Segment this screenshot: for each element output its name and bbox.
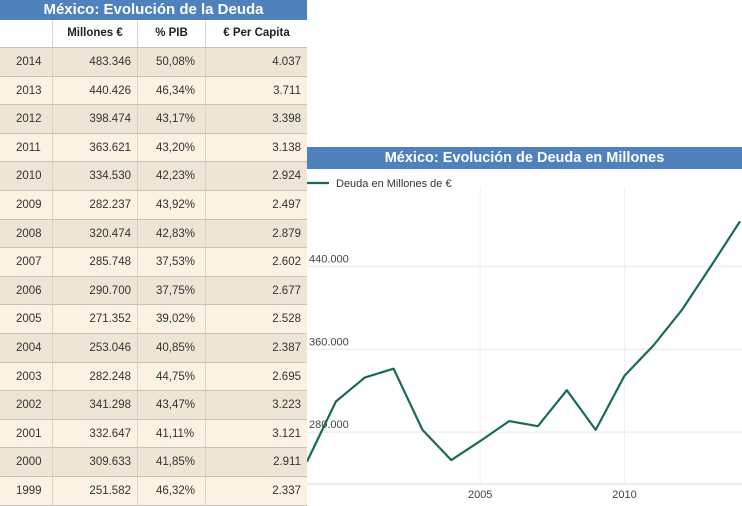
cell-millones: 483.346 [52, 48, 137, 76]
cell-year: 2001 [16, 427, 42, 440]
table-row: 2007 285.748 37,53% 2.602 [0, 248, 307, 277]
cell-per-capita: 3.138 [205, 133, 307, 162]
table-row: 2009 282.237 43,92% 2.497 [0, 190, 307, 220]
cell-millones: 251.582 [52, 476, 137, 505]
cell-per-capita: 2.337 [205, 476, 307, 505]
table-body: 2014 483.346 50,08% 4.037 2013 440.426 46,34% 3… [0, 48, 307, 506]
table-row: 2004 253.046 40,85% 2.387 [0, 333, 307, 363]
cell-millones: 253.046 [52, 333, 137, 362]
cell-millones: 332.647 [52, 419, 137, 448]
chart-title: México: Evolución de Deuda en Millones [307, 147, 742, 169]
chart-plot: 280.000 360.000 440.000 2005 2010 Deuda en Mi… [307, 178, 742, 501]
cell-millones: 271.352 [52, 305, 137, 333]
cell-per-capita: 4.037 [205, 48, 307, 76]
y-tick-label: 440.000 [309, 253, 349, 265]
cell-millones: 363.621 [52, 133, 137, 162]
cell-per-capita: 3.121 [205, 419, 307, 448]
table-row: 2008 320.474 42,83% 2.879 [0, 219, 307, 249]
cell-pib: 37,53% [137, 248, 205, 276]
cell-year: 2011 [16, 141, 41, 154]
cell-year: 2000 [16, 456, 42, 469]
cell-year: 2002 [16, 399, 42, 412]
cell-per-capita: 3.223 [205, 391, 307, 419]
table-row: 2011 363.621 43,20% 3.138 [0, 133, 307, 163]
cell-year: 2004 [16, 341, 42, 354]
cell-millones: 285.748 [52, 248, 137, 276]
cell-millones: 309.633 [52, 448, 137, 476]
cell-per-capita: 2.602 [205, 248, 307, 276]
cell-pib: 50,08% [137, 48, 205, 76]
cell-year: 1999 [16, 484, 42, 497]
table-title: México: Evolución de la Deuda [0, 0, 307, 20]
header-pib: % PIB [137, 20, 205, 47]
cell-pib: 39,02% [137, 305, 205, 333]
cell-per-capita: 2.528 [205, 305, 307, 333]
cell-pib: 42,83% [137, 219, 205, 248]
header-year [0, 20, 52, 47]
cell-pib: 43,20% [137, 133, 205, 162]
table-row: 2003 282.248 44,75% 2.695 [0, 362, 307, 392]
header-millones: Millones € [52, 20, 137, 47]
cell-pib: 44,75% [137, 362, 205, 391]
debt-table: México: Evolución de la Deuda Millones €… [0, 0, 307, 506]
table-row: 1999 251.582 46,32% 2.337 [0, 476, 307, 506]
cell-year: 2013 [16, 84, 42, 97]
cell-year: 2010 [16, 170, 42, 183]
cell-pib: 42,23% [137, 162, 205, 190]
cell-millones: 282.248 [52, 362, 137, 391]
cell-pib: 46,34% [137, 76, 205, 105]
cell-pib: 43,17% [137, 105, 205, 133]
cell-millones: 334.530 [52, 162, 137, 190]
table-row: 2013 440.426 46,34% 3.711 [0, 76, 307, 106]
cell-per-capita: 2.695 [205, 362, 307, 391]
cell-per-capita: 2.387 [205, 333, 307, 362]
cell-year: 2006 [16, 284, 42, 297]
cell-millones: 282.237 [52, 190, 137, 219]
cell-millones: 320.474 [52, 219, 137, 248]
cell-per-capita: 3.398 [205, 105, 307, 133]
cell-pib: 41,11% [137, 419, 205, 448]
debt-chart: México: Evolución de Deuda en Millones 2… [307, 147, 742, 506]
cell-per-capita: 2.911 [205, 448, 307, 476]
table-row: 2014 483.346 50,08% 4.037 [0, 48, 307, 77]
legend-label: Deuda en Millones de € [336, 178, 452, 190]
cell-year: 2007 [16, 256, 42, 269]
table-row: 2012 398.474 43,17% 3.398 [0, 105, 307, 134]
table-row: 2001 332.647 41,11% 3.121 [0, 419, 307, 449]
table-row: 2002 341.298 43,47% 3.223 [0, 391, 307, 420]
cell-per-capita: 2.677 [205, 276, 307, 305]
table-header-row: Millones € % PIB € Per Capita [0, 20, 307, 48]
cell-year: 2003 [16, 370, 42, 383]
x-tick-label: 2010 [612, 489, 636, 501]
cell-millones: 398.474 [52, 105, 137, 133]
series-line-deuda [307, 220, 741, 463]
cell-millones: 440.426 [52, 76, 137, 105]
cell-pib: 37,75% [137, 276, 205, 305]
cell-pib: 43,92% [137, 190, 205, 219]
cell-millones: 341.298 [52, 391, 137, 419]
cell-millones: 290.700 [52, 276, 137, 305]
cell-pib: 43,47% [137, 391, 205, 419]
cell-per-capita: 3.711 [205, 76, 307, 105]
cell-year: 2012 [16, 113, 42, 126]
cell-pib: 46,32% [137, 476, 205, 505]
table-row: 2000 309.633 41,85% 2.911 [0, 448, 307, 477]
cell-year: 2008 [16, 227, 42, 240]
cell-per-capita: 2.924 [205, 162, 307, 190]
header-per-capita: € Per Capita [205, 20, 307, 47]
table-row: 2005 271.352 39,02% 2.528 [0, 305, 307, 334]
table-row: 2010 334.530 42,23% 2.924 [0, 162, 307, 191]
table-row: 2006 290.700 37,75% 2.677 [0, 276, 307, 306]
y-tick-label: 360.000 [309, 336, 349, 348]
x-tick-label: 2005 [468, 489, 492, 501]
cell-pib: 41,85% [137, 448, 205, 476]
cell-year: 2005 [16, 313, 42, 326]
cell-per-capita: 2.497 [205, 190, 307, 219]
cell-pib: 40,85% [137, 333, 205, 362]
cell-per-capita: 2.879 [205, 219, 307, 248]
cell-year: 2009 [16, 198, 42, 211]
y-tick-label: 280.000 [309, 419, 349, 431]
cell-year: 2014 [16, 56, 42, 68]
